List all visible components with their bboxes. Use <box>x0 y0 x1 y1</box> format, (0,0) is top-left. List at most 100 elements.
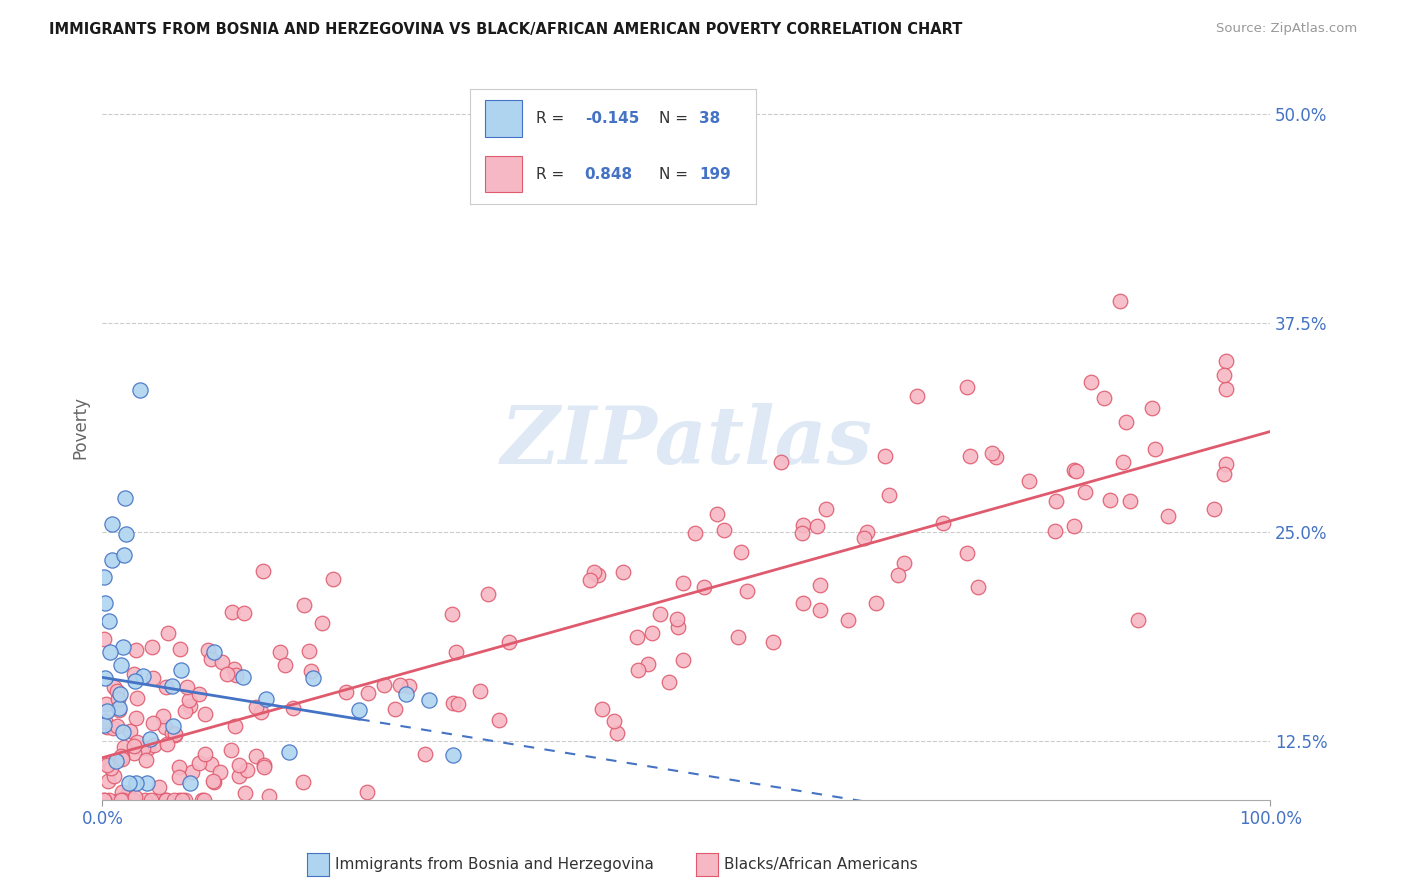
Point <box>221 605 243 619</box>
Point <box>169 642 191 657</box>
Point <box>413 747 436 761</box>
Point <box>873 450 896 464</box>
Text: Source: ZipAtlas.com: Source: ZipAtlas.com <box>1216 22 1357 36</box>
Point <box>136 740 159 755</box>
Point <box>357 686 380 700</box>
Point <box>167 792 190 806</box>
Point <box>1063 519 1085 533</box>
Point <box>808 603 831 617</box>
Point <box>155 680 177 694</box>
Point <box>606 726 628 740</box>
Point <box>905 389 928 403</box>
Point <box>666 620 689 634</box>
Point <box>398 680 420 694</box>
Point <box>855 524 877 539</box>
Point <box>657 675 679 690</box>
Point <box>141 792 163 806</box>
Point <box>181 764 204 779</box>
Point <box>177 693 200 707</box>
Point <box>468 684 491 698</box>
Point <box>188 756 211 770</box>
Point <box>273 657 295 672</box>
Point <box>727 630 749 644</box>
Point <box>160 725 183 739</box>
Point <box>197 642 219 657</box>
Point <box>441 607 464 621</box>
Point <box>132 741 155 756</box>
Point <box>174 704 197 718</box>
Point <box>257 789 280 804</box>
Point <box>101 721 124 735</box>
Point <box>235 763 257 777</box>
Point <box>281 700 304 714</box>
Point <box>135 776 157 790</box>
Point <box>582 565 605 579</box>
Point <box>122 792 145 806</box>
Point <box>1098 493 1121 508</box>
Point <box>110 658 132 673</box>
Point <box>176 680 198 694</box>
Point <box>96 720 118 734</box>
Point <box>1080 376 1102 390</box>
Point <box>148 780 170 795</box>
Point <box>235 786 257 800</box>
Text: Immigrants from Bosnia and Herzegovina: Immigrants from Bosnia and Herzegovina <box>335 857 654 871</box>
Point <box>98 758 121 772</box>
Point <box>93 632 115 646</box>
Point <box>769 455 792 469</box>
Point <box>98 645 121 659</box>
Point <box>163 792 186 806</box>
Point <box>188 687 211 701</box>
Point <box>93 718 115 732</box>
Point <box>637 657 659 671</box>
Point <box>219 743 242 757</box>
Point <box>253 759 276 773</box>
Point <box>299 664 322 678</box>
Point <box>111 725 134 739</box>
Point <box>122 739 145 753</box>
Point <box>322 572 344 586</box>
Point <box>488 713 510 727</box>
Point <box>1202 501 1225 516</box>
Point <box>252 564 274 578</box>
Point <box>335 685 357 699</box>
Point <box>291 774 314 789</box>
Point <box>1140 401 1163 416</box>
Point <box>142 672 165 686</box>
Point <box>1063 463 1085 477</box>
Point <box>588 568 610 582</box>
Point <box>101 553 124 567</box>
Point <box>233 606 256 620</box>
Point <box>225 668 247 682</box>
Point <box>418 693 440 707</box>
Point <box>167 760 190 774</box>
Point <box>98 792 121 806</box>
Point <box>395 687 418 701</box>
Point <box>292 598 315 612</box>
Point <box>1212 467 1234 482</box>
Point <box>142 716 165 731</box>
Point <box>254 691 277 706</box>
Point <box>603 714 626 729</box>
Point <box>672 576 695 591</box>
Point <box>1215 353 1237 368</box>
Point <box>792 596 814 610</box>
Point <box>98 614 121 628</box>
Point <box>956 546 979 560</box>
Point <box>311 615 333 630</box>
Point <box>986 450 1008 464</box>
Point <box>932 516 955 530</box>
Point <box>837 613 859 627</box>
Point <box>179 776 201 790</box>
Point <box>626 630 648 644</box>
Point <box>124 776 146 790</box>
Point <box>1157 509 1180 524</box>
Point <box>250 705 273 719</box>
Point <box>132 668 155 682</box>
Point <box>103 769 125 783</box>
Text: Blacks/African Americans: Blacks/African Americans <box>724 857 918 871</box>
Point <box>735 583 758 598</box>
Point <box>124 674 146 689</box>
Point <box>120 723 142 738</box>
Point <box>93 792 115 806</box>
